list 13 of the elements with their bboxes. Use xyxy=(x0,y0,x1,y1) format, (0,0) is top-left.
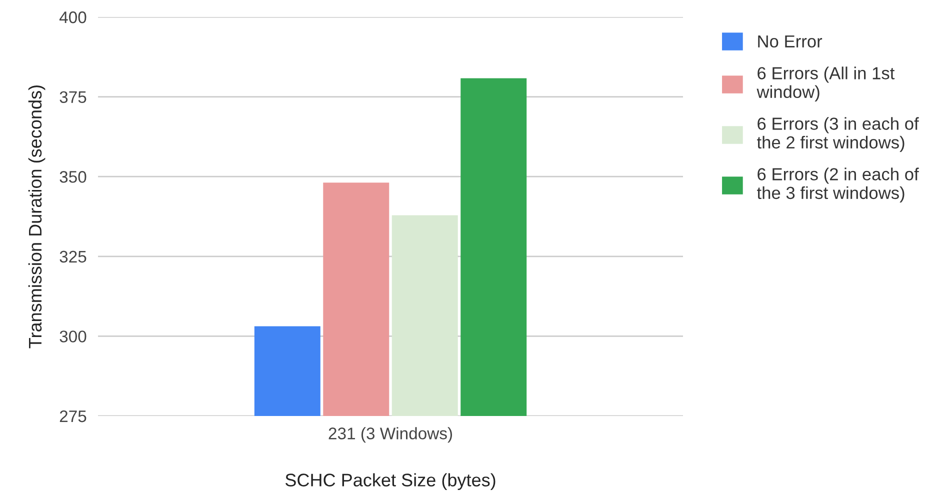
y-tick-label: 325 xyxy=(60,250,86,263)
legend-label: 6 Errors (All in 1st window) xyxy=(756,66,895,102)
y-tick-label: 300 xyxy=(60,330,86,342)
y-tick-label: 375 xyxy=(60,91,86,104)
x-tick-label: 231 (3 Windows) xyxy=(328,427,452,443)
y-tick-label: 275 xyxy=(60,410,86,422)
y-tick-label: 400 xyxy=(59,11,86,24)
legend-label: No Error xyxy=(758,35,822,48)
legend-label: 6 Errors (2 in each of the 3 first windows) xyxy=(757,168,919,203)
y-axis-title: Transmission Duration (seconds) xyxy=(28,85,46,348)
legend-label: 6 Errors (3 in each of the 2 first windows) xyxy=(757,117,919,152)
x-axis-title: SCHC Packet Size (bytes) xyxy=(285,473,496,490)
y-tick-label: 350 xyxy=(60,171,86,183)
